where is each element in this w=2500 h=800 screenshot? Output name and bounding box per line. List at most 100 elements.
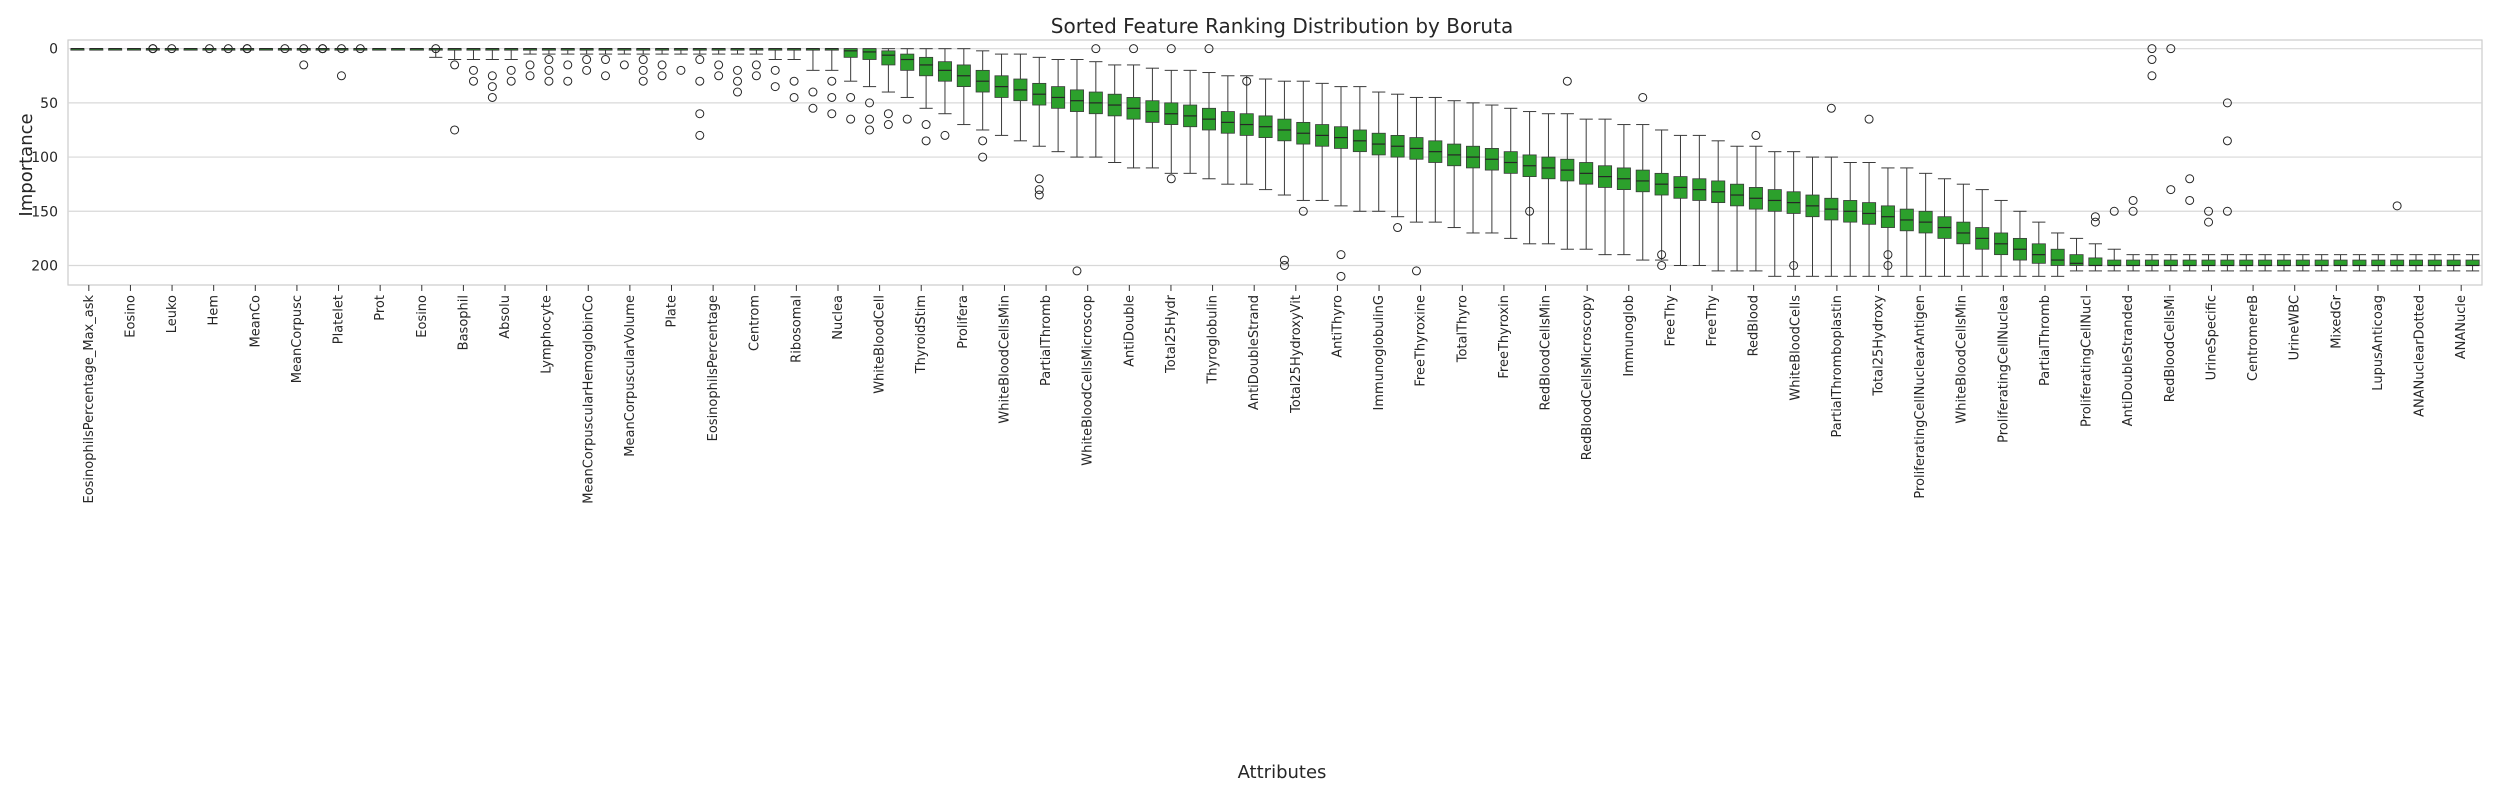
- box-element: [1843, 162, 1858, 277]
- box-element: [787, 48, 802, 102]
- box-element: [1541, 113, 1556, 245]
- outlier-point: [619, 60, 629, 70]
- box-element: [1088, 44, 1103, 158]
- outlier-point: [223, 44, 233, 54]
- outlier-point: [1336, 271, 1346, 281]
- outlier-point: [600, 55, 610, 65]
- outlier-point: [563, 76, 573, 86]
- outlier-point: [827, 109, 837, 119]
- outlier-point: [487, 92, 497, 102]
- box-iqr: [843, 48, 858, 58]
- box-iqr: [2088, 257, 2103, 266]
- x-tick-label: FreeThy: [1705, 295, 1720, 347]
- box-element: [673, 48, 688, 75]
- outlier-point: [1789, 260, 1799, 270]
- box-element: [1522, 111, 1537, 245]
- box-element: [2390, 201, 2405, 272]
- outlier-point: [1411, 266, 1421, 276]
- box-element: [1956, 183, 1971, 277]
- box-element: [730, 48, 745, 97]
- box-element: [655, 48, 670, 81]
- outlier-point: [544, 55, 554, 65]
- box-element: [1352, 86, 1367, 212]
- outlier-point: [695, 130, 705, 140]
- outlier-point: [1072, 266, 1082, 276]
- x-tick-label: Immunoglob: [1622, 295, 1637, 377]
- x-tick-label: Lymphocyte: [540, 295, 555, 374]
- box-element: [1466, 102, 1481, 234]
- box-iqr: [900, 53, 915, 71]
- box-element: [1428, 96, 1443, 223]
- box-element: [504, 48, 519, 86]
- x-tick-label: Total25HydroxyVit: [1289, 295, 1304, 414]
- y-axis-ticks: 0 50 100 150 200: [31, 42, 58, 275]
- box-element: [1484, 104, 1499, 234]
- outlier-point: [827, 76, 837, 86]
- x-tick-label: WhiteBloodCellsMicroscop: [1081, 295, 1096, 466]
- x-tick-label: ANANucle: [2454, 295, 2469, 359]
- box-element: [1598, 118, 1613, 256]
- x-tick-label: TotalThyro: [1455, 295, 1470, 363]
- outlier-point: [2166, 44, 2176, 54]
- x-tick-label: Basophil: [456, 295, 471, 350]
- box-element: [1220, 75, 1235, 185]
- x-tick-label: Platelet: [332, 295, 347, 344]
- box-element: [2371, 254, 2386, 272]
- outlier-point: [1751, 130, 1761, 140]
- box-element: [2031, 221, 2046, 277]
- x-tick-label: Ribosomal: [789, 295, 804, 363]
- box-element: [1107, 64, 1122, 163]
- x-tick-label: FreeThyroxine: [1414, 295, 1429, 387]
- outlier-point: [733, 76, 743, 86]
- box-element: [1805, 156, 1820, 277]
- box-element: [2446, 254, 2461, 272]
- box-iqr: [881, 50, 896, 66]
- outlier-point: [2147, 71, 2157, 81]
- outlier-point: [2222, 98, 2232, 108]
- x-tick-label: RedBloodCellsMin: [1539, 295, 1554, 411]
- outlier-point: [468, 65, 478, 75]
- box-element: [334, 44, 349, 81]
- outlier-point: [1298, 206, 1308, 216]
- box-element: [1975, 189, 1990, 277]
- x-tick-label: Nuclea: [831, 295, 846, 340]
- outlier-point: [450, 125, 460, 135]
- outlier-point: [714, 60, 724, 70]
- box-element: [1862, 114, 1877, 277]
- box-element: [145, 44, 160, 54]
- box-element: [2276, 254, 2291, 272]
- outlier-point: [2166, 185, 2176, 195]
- box-iqr: [2314, 259, 2329, 266]
- outlier-point: [770, 82, 780, 92]
- box-element: [2314, 254, 2329, 272]
- outlier-point: [865, 98, 875, 108]
- outlier-point: [2128, 195, 2138, 205]
- outlier-point: [2090, 217, 2100, 227]
- y-tick-label: 100: [31, 150, 58, 166]
- box-element: [2333, 254, 2348, 272]
- box-element: [2465, 254, 2480, 272]
- y-axis-label: Importance: [16, 113, 37, 216]
- box-element: [1918, 172, 1933, 277]
- x-tick-label: FreeThy: [1663, 295, 1678, 347]
- box-iqr: [2069, 254, 2084, 266]
- x-tick-label: AntiDouble: [1122, 295, 1137, 367]
- x-tick-label: EosinophilsPercentage_Max_ask: [82, 295, 97, 504]
- box-element: [1692, 134, 1707, 266]
- box-element: [1899, 167, 1914, 277]
- outlier-point: [487, 71, 497, 81]
- box-element: [108, 48, 123, 51]
- box-element: [560, 48, 575, 86]
- outlier-point: [1826, 103, 1836, 113]
- box-element: [2239, 254, 2254, 272]
- box-iqr: [2163, 259, 2178, 266]
- outlier-point: [2147, 44, 2157, 54]
- box-element: [2258, 254, 2273, 272]
- box-element: [2201, 206, 2216, 272]
- outlier-point: [921, 136, 931, 146]
- x-tick-label: PartialThromb: [2038, 295, 2053, 386]
- box-iqr: [2427, 259, 2442, 266]
- box-iqr: [2201, 259, 2216, 266]
- x-tick-label: Total25Hydr: [1164, 294, 1179, 374]
- outlier-point: [1166, 174, 1176, 184]
